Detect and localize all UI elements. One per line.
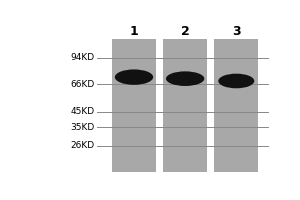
Ellipse shape — [115, 69, 153, 85]
Bar — [163, 39, 207, 172]
Ellipse shape — [166, 71, 204, 86]
Ellipse shape — [218, 74, 254, 88]
Text: 3: 3 — [232, 25, 241, 38]
Text: 94KD: 94KD — [70, 53, 94, 62]
Bar — [112, 39, 156, 172]
Bar — [214, 39, 258, 172]
Text: 1: 1 — [130, 25, 138, 38]
Text: 66KD: 66KD — [70, 80, 94, 89]
Text: 35KD: 35KD — [70, 123, 94, 132]
Text: 26KD: 26KD — [70, 141, 94, 150]
Text: 45KD: 45KD — [70, 107, 94, 116]
Text: 2: 2 — [181, 25, 190, 38]
